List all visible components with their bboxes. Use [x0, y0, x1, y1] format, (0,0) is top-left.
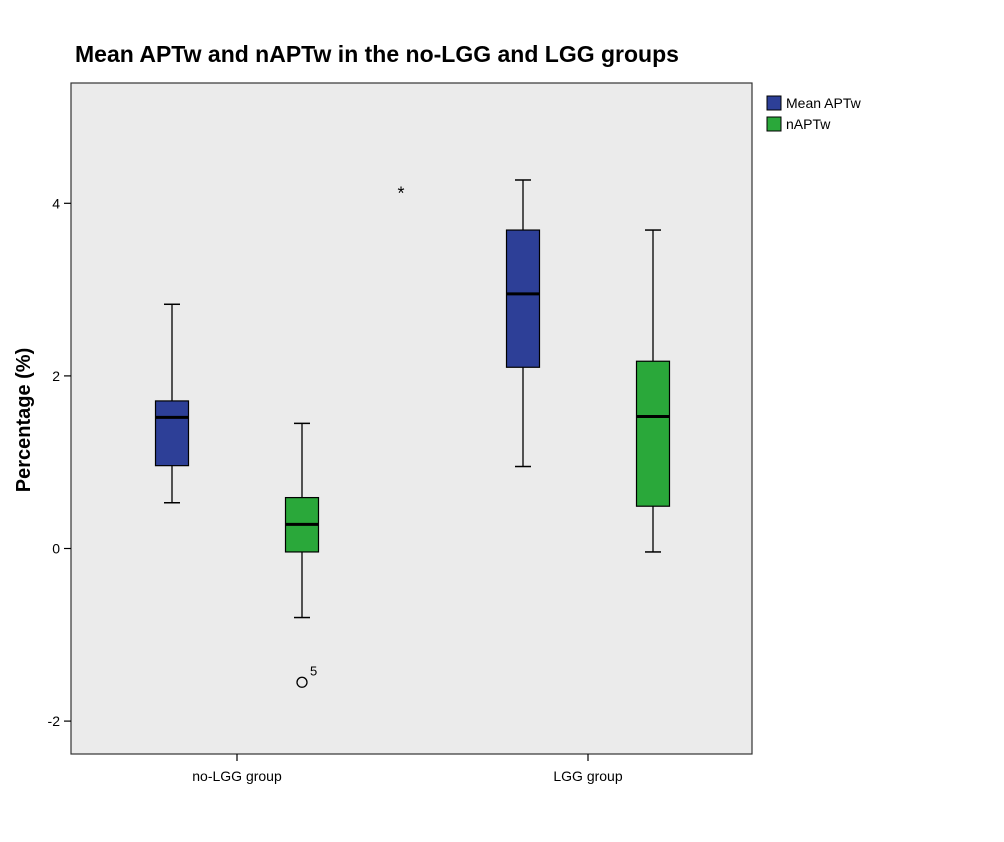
y-tick-label: 2 — [52, 368, 60, 384]
outlier-point — [296, 676, 308, 688]
iqr-box — [154, 400, 190, 467]
box-naptw-1 — [635, 229, 671, 553]
y-axis: -2 0 2 4 — [48, 195, 71, 729]
legend-item-naptw: nAPTw — [766, 116, 831, 132]
y-tick-label: 4 — [52, 195, 60, 211]
outlier-label: 5 — [310, 663, 317, 678]
x-tick-label: no-LGG group — [192, 768, 282, 784]
box-naptw-0: 5 — [284, 422, 320, 688]
legend: Mean APTw nAPTw — [766, 95, 862, 132]
box-mean-aptw-1 — [505, 179, 541, 468]
legend-swatch-mean-aptw — [766, 95, 782, 111]
x-tick-label: LGG group — [553, 768, 622, 784]
chart-title: Mean APTw and nAPTw in the no-LGG and LG… — [75, 41, 679, 67]
legend-label-mean-aptw: Mean APTw — [786, 95, 862, 111]
iqr-box — [505, 229, 541, 368]
extreme-point: * — [397, 183, 404, 203]
iqr-box — [635, 360, 671, 507]
y-axis-label: Percentage (%) — [13, 348, 35, 493]
y-tick-label: 0 — [52, 541, 60, 557]
legend-item-mean-aptw: Mean APTw — [766, 95, 862, 111]
legend-label-naptw: nAPTw — [786, 116, 831, 132]
legend-swatch-naptw — [766, 116, 782, 132]
y-tick-label: -2 — [48, 713, 61, 729]
box-mean-aptw-0 — [154, 303, 190, 504]
boxes-layer: 5* — [154, 179, 671, 688]
x-axis: no-LGG group LGG group — [192, 754, 623, 784]
